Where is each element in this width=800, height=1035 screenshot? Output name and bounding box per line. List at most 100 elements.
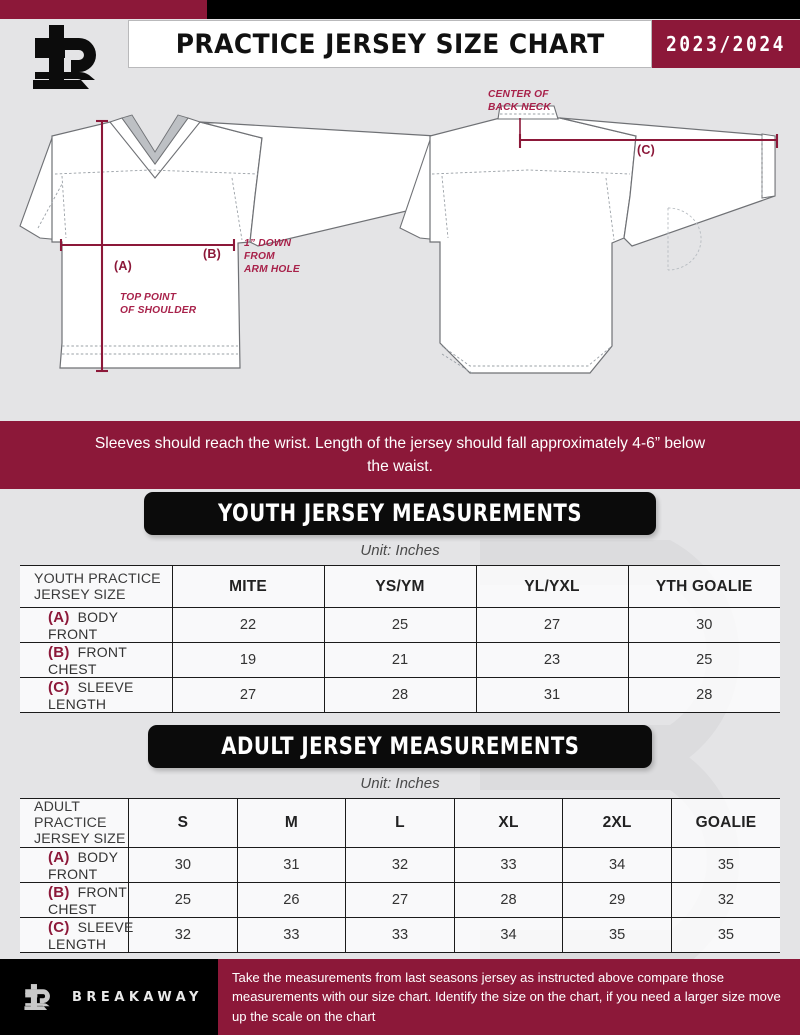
page-footer: BREAKAWAY Take the measurements from las… [0, 959, 800, 1035]
back-measure-c-note: CENTER OF BACK NECK [488, 89, 551, 113]
season-badge: 2023/2024 [652, 20, 800, 68]
adult-cell-2-5: 35 [670, 917, 780, 953]
ref-a: (A) [48, 608, 70, 626]
adult-cell-2-0: 32 [128, 917, 238, 953]
adult-col-s: S [128, 798, 238, 848]
adult-cell-1-0: 25 [128, 882, 238, 918]
page-title-box: PRACTICE JERSEY SIZE CHART [128, 20, 652, 68]
youth-col-ysym: YS/YM [323, 565, 476, 608]
youth-row-body-front-label: (A) BODY FRONT [20, 607, 172, 643]
adult-row-body-front-label: (A) BODY FRONT [20, 847, 129, 883]
adult-cell-1-5: 32 [670, 882, 780, 918]
sleeve-note-text: Sleeves should reach the wrist. Length o… [94, 435, 706, 475]
jersey-front-illustration [19, 114, 471, 373]
youth-cell-0-3: 30 [627, 607, 780, 643]
breakaway-b-logo-icon [33, 25, 96, 89]
footer-brand-block: BREAKAWAY [0, 959, 218, 1035]
sleeve-note-band: Sleeves should reach the wrist. Length o… [0, 421, 800, 489]
ref-b: (B) [48, 643, 70, 661]
footer-brand-name: BREAKAWAY [72, 989, 203, 1005]
adult-col-2xl: 2XL [562, 798, 672, 848]
youth-row-2-label: SLEEVE LENGTH [48, 678, 134, 712]
table-row: (C) SLEEVE LENGTH 32 33 33 34 35 35 [20, 917, 780, 953]
back-measure-c-key: (C) [637, 143, 655, 157]
adult-row-front-chest-label: (B) FRONT CHEST [20, 882, 129, 918]
adult-cell-1-3: 28 [453, 882, 563, 918]
youth-cell-0-2: 27 [475, 607, 628, 643]
ref-a: (A) [48, 848, 70, 866]
footer-instructions-text: Take the measurements from last seasons … [232, 969, 781, 1024]
page-header: PRACTICE JERSEY SIZE CHART 2023/2024 [0, 19, 800, 89]
adult-row-sleeve-length-label: (C) SLEEVE LENGTH [20, 917, 133, 953]
youth-section: YOUTH JERSEY MEASUREMENTS Unit: Inches Y… [0, 492, 800, 713]
youth-cell-2-3: 28 [627, 677, 780, 713]
adult-cell-1-2: 27 [345, 882, 455, 918]
youth-cell-2-2: 31 [475, 677, 628, 713]
jersey-back-illustration [399, 105, 779, 374]
jersey-diagram: (A) TOP POINT OF SHOULDER (B) 1” DOWN FR… [0, 78, 800, 418]
adult-section-title-pill: ADULT JERSEY MEASUREMENTS [147, 725, 653, 768]
adult-section-title: ADULT JERSEY MEASUREMENTS [220, 732, 580, 760]
youth-cell-1-0: 19 [171, 642, 324, 678]
adult-cell-0-2: 32 [345, 847, 455, 883]
youth-table-header-row: YOUTH PRACTICE JERSEY SIZE MITE YS/YM YL… [20, 565, 780, 608]
youth-cell-1-3: 25 [627, 642, 780, 678]
adult-row-1-label: FRONT CHEST [48, 883, 127, 917]
adult-cell-0-4: 34 [562, 847, 672, 883]
season-text: 2023/2024 [665, 31, 787, 57]
adult-table-header-row: ADULT PRACTICE JERSEY SIZE S M L XL 2XL … [20, 798, 780, 848]
youth-cell-0-0: 22 [171, 607, 324, 643]
ref-c: (C) [48, 678, 70, 696]
adult-cell-2-3: 34 [453, 917, 563, 953]
youth-cell-1-2: 23 [475, 642, 628, 678]
ref-c: (C) [48, 918, 70, 936]
adult-section: ADULT JERSEY MEASUREMENTS Unit: Inches A… [0, 725, 800, 953]
table-row: (A) BODY FRONT 30 31 32 33 34 35 [20, 847, 780, 883]
adult-cell-2-4: 35 [562, 917, 672, 953]
adult-col-l: L [345, 798, 455, 848]
front-measure-a-note: TOP POINT OF SHOULDER [120, 292, 197, 316]
front-measure-b-key: (B) [203, 247, 221, 261]
adult-row-0-label: BODY FRONT [48, 848, 119, 882]
adult-measurements-table: ADULT PRACTICE JERSEY SIZE S M L XL 2XL … [20, 798, 780, 953]
adult-size-header: ADULT PRACTICE JERSEY SIZE [20, 798, 129, 848]
adult-cell-0-3: 33 [453, 847, 563, 883]
youth-unit-label: Unit: Inches [360, 542, 440, 559]
youth-section-title: YOUTH JERSEY MEASUREMENTS [217, 499, 583, 527]
adult-row-2-label: SLEEVE LENGTH [48, 918, 134, 952]
youth-row-sleeve-length-label: (C) SLEEVE LENGTH [20, 677, 172, 713]
youth-row-front-chest-label: (B) FRONT CHEST [20, 642, 172, 678]
adult-unit-label: Unit: Inches [360, 775, 440, 792]
adult-col-goalie: GOALIE [670, 798, 780, 848]
table-row: (C) SLEEVE LENGTH 27 28 31 28 [20, 677, 780, 713]
adult-cell-0-1: 31 [236, 847, 346, 883]
youth-cell-1-1: 21 [323, 642, 476, 678]
youth-measurements-table: YOUTH PRACTICE JERSEY SIZE MITE YS/YM YL… [20, 565, 780, 713]
footer-instructions-block: Take the measurements from last seasons … [218, 959, 800, 1035]
front-measure-a-key: (A) [114, 259, 132, 273]
page-title: PRACTICE JERSEY SIZE CHART [175, 28, 605, 60]
youth-col-yth-goalie: YTH GOALIE [627, 565, 780, 608]
youth-cell-2-0: 27 [171, 677, 324, 713]
adult-cell-2-1: 33 [236, 917, 346, 953]
adult-cell-0-0: 30 [128, 847, 238, 883]
table-row: (B) FRONT CHEST 25 26 27 28 29 32 [20, 882, 780, 918]
adult-cell-1-4: 29 [562, 882, 672, 918]
top-strip-black [207, 0, 800, 19]
adult-col-xl: XL [453, 798, 563, 848]
youth-row-1-label: FRONT CHEST [48, 643, 127, 677]
youth-cell-2-1: 28 [323, 677, 476, 713]
table-row: (A) BODY FRONT 22 25 27 30 [20, 607, 780, 643]
front-measure-b-note: 1” DOWN FROM ARM HOLE [244, 238, 300, 275]
youth-col-mite: MITE [171, 565, 324, 608]
ref-b: (B) [48, 883, 70, 901]
top-strip-maroon [0, 0, 207, 19]
adult-col-m: M [236, 798, 346, 848]
adult-cell-2-2: 33 [345, 917, 455, 953]
youth-cell-0-1: 25 [323, 607, 476, 643]
youth-size-header: YOUTH PRACTICE JERSEY SIZE [20, 565, 172, 608]
youth-col-ylyxl: YL/YXL [475, 565, 628, 608]
adult-cell-1-1: 26 [236, 882, 346, 918]
adult-cell-0-5: 35 [670, 847, 780, 883]
